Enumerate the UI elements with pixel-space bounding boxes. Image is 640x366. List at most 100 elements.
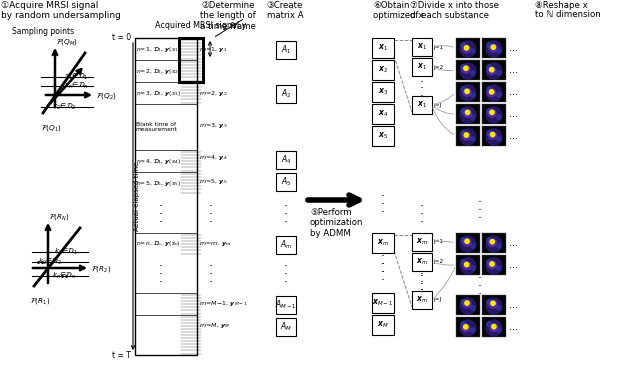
Text: .: . bbox=[284, 205, 288, 217]
Ellipse shape bbox=[465, 46, 468, 50]
Bar bbox=[456, 104, 480, 124]
Text: ⑧Reshape x: ⑧Reshape x bbox=[535, 1, 588, 10]
Ellipse shape bbox=[490, 68, 494, 72]
Ellipse shape bbox=[462, 65, 470, 73]
Text: $m\!=\!m,\,\boldsymbol{y}_m$: $m\!=\!m,\,\boldsymbol{y}_m$ bbox=[199, 240, 231, 248]
Text: $A_4$: $A_4$ bbox=[281, 154, 291, 166]
Text: .: . bbox=[420, 78, 424, 92]
Ellipse shape bbox=[486, 107, 502, 123]
Text: $m\!=\!3,\,\boldsymbol{y}_3$: $m\!=\!3,\,\boldsymbol{y}_3$ bbox=[199, 122, 227, 131]
Text: $\boldsymbol{x}_1$: $\boldsymbol{x}_1$ bbox=[378, 43, 388, 53]
Text: $\tau_2\!\in\!\mathcal{D}_2$: $\tau_2\!\in\!\mathcal{D}_2$ bbox=[52, 102, 76, 112]
Text: .: . bbox=[420, 205, 424, 217]
Text: ①Acquire MRSI signal
by random undersampling: ①Acquire MRSI signal by random undersamp… bbox=[1, 1, 121, 20]
Text: j=J: j=J bbox=[433, 298, 441, 303]
Text: $m\!=\!1,\,\boldsymbol{y}_1$: $m\!=\!1,\,\boldsymbol{y}_1$ bbox=[199, 45, 227, 53]
Ellipse shape bbox=[463, 238, 471, 246]
Ellipse shape bbox=[488, 239, 497, 247]
Text: $A_5$: $A_5$ bbox=[281, 176, 291, 188]
Text: .: . bbox=[284, 197, 288, 209]
Text: .: . bbox=[478, 208, 482, 220]
Bar bbox=[482, 60, 506, 80]
Ellipse shape bbox=[460, 258, 476, 274]
Ellipse shape bbox=[486, 320, 502, 336]
Bar bbox=[482, 295, 506, 315]
Ellipse shape bbox=[486, 236, 502, 252]
Bar bbox=[456, 38, 480, 58]
Ellipse shape bbox=[488, 261, 496, 269]
Text: .: . bbox=[209, 265, 213, 277]
Bar bbox=[276, 236, 296, 254]
Bar bbox=[456, 60, 480, 80]
Text: $\boldsymbol{x}_m$: $\boldsymbol{x}_m$ bbox=[377, 238, 389, 248]
Ellipse shape bbox=[461, 131, 466, 135]
Text: .: . bbox=[381, 270, 385, 284]
Text: $n\!=\!n,\,\mathcal{D}_n,\,\boldsymbol{y}(s_n)$: $n\!=\!n,\,\mathcal{D}_n,\,\boldsymbol{y… bbox=[136, 239, 180, 249]
Text: Blank time of
measurement: Blank time of measurement bbox=[136, 122, 178, 132]
Bar bbox=[412, 291, 432, 309]
Ellipse shape bbox=[497, 137, 501, 141]
Text: ...: ... bbox=[509, 109, 518, 119]
Ellipse shape bbox=[464, 133, 468, 137]
Text: $\boldsymbol{x}_5$: $\boldsymbol{x}_5$ bbox=[378, 131, 388, 141]
Text: .: . bbox=[284, 273, 288, 285]
Ellipse shape bbox=[463, 89, 471, 96]
Text: .: . bbox=[284, 257, 288, 269]
Bar bbox=[456, 126, 480, 146]
Bar bbox=[276, 85, 296, 103]
Ellipse shape bbox=[490, 90, 494, 94]
Text: $k_n\!\in\!\mathcal{D}_n$: $k_n\!\in\!\mathcal{D}_n$ bbox=[52, 271, 76, 281]
Text: .: . bbox=[209, 197, 213, 209]
Ellipse shape bbox=[486, 258, 502, 274]
Text: $m\!=\!5,\,\boldsymbol{y}_5$: $m\!=\!5,\,\boldsymbol{y}_5$ bbox=[199, 176, 227, 186]
Ellipse shape bbox=[470, 49, 475, 53]
Text: $\tau_n\!\in\!\mathcal{D}_n$: $\tau_n\!\in\!\mathcal{D}_n$ bbox=[64, 81, 88, 91]
Text: .: . bbox=[209, 273, 213, 285]
Ellipse shape bbox=[460, 107, 476, 123]
Ellipse shape bbox=[487, 321, 492, 326]
Text: $n\!=\!3,\,\mathcal{D}_3,\,\boldsymbol{y}(s_3)$: $n\!=\!3,\,\mathcal{D}_3,\,\boldsymbol{y… bbox=[136, 89, 181, 97]
Text: t = T: t = T bbox=[112, 351, 131, 359]
Text: .: . bbox=[478, 284, 482, 298]
Text: .: . bbox=[209, 257, 213, 269]
Ellipse shape bbox=[488, 67, 496, 75]
Text: .: . bbox=[159, 213, 163, 225]
Bar bbox=[372, 38, 394, 58]
Text: .: . bbox=[420, 273, 424, 285]
Ellipse shape bbox=[463, 109, 472, 117]
Text: .: . bbox=[159, 273, 163, 285]
Text: .: . bbox=[420, 280, 424, 294]
Ellipse shape bbox=[487, 64, 492, 70]
Ellipse shape bbox=[470, 306, 475, 310]
Text: .: . bbox=[159, 265, 163, 277]
Ellipse shape bbox=[491, 301, 495, 306]
Text: .: . bbox=[381, 262, 385, 276]
Ellipse shape bbox=[470, 115, 475, 119]
Bar bbox=[412, 233, 432, 251]
Text: ②Determine
the length of
a time frame: ②Determine the length of a time frame bbox=[200, 1, 256, 31]
Text: $\boldsymbol{x}_2$: $\boldsymbol{x}_2$ bbox=[378, 65, 388, 75]
Text: $m\!=\!M,\,\boldsymbol{y}_M$: $m\!=\!M,\,\boldsymbol{y}_M$ bbox=[199, 321, 230, 330]
Text: .: . bbox=[381, 254, 385, 268]
Ellipse shape bbox=[486, 63, 502, 79]
Text: .: . bbox=[209, 213, 213, 225]
Text: ...: ... bbox=[509, 322, 518, 332]
Ellipse shape bbox=[470, 93, 475, 97]
Bar bbox=[482, 82, 506, 102]
Ellipse shape bbox=[462, 45, 470, 53]
Text: .: . bbox=[284, 265, 288, 277]
Ellipse shape bbox=[490, 262, 494, 266]
Ellipse shape bbox=[487, 299, 492, 305]
Text: .: . bbox=[478, 276, 482, 290]
Ellipse shape bbox=[488, 89, 496, 97]
Ellipse shape bbox=[490, 324, 498, 332]
Ellipse shape bbox=[497, 49, 501, 53]
Text: to ℕ dimension: to ℕ dimension bbox=[535, 10, 601, 19]
Text: .: . bbox=[381, 202, 385, 216]
Text: .: . bbox=[159, 257, 163, 269]
Bar bbox=[372, 104, 394, 124]
Bar bbox=[412, 58, 432, 76]
Ellipse shape bbox=[465, 89, 469, 94]
Bar bbox=[456, 255, 480, 275]
Ellipse shape bbox=[488, 109, 496, 117]
